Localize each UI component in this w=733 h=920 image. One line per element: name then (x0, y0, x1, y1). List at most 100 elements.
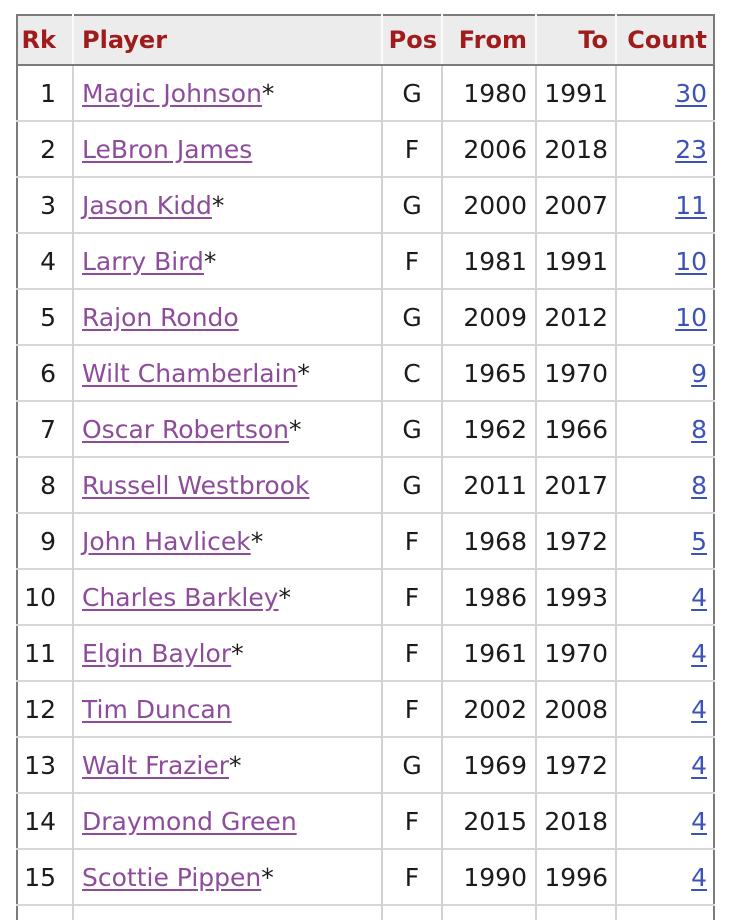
from-year-cell: 1961 (441, 624, 536, 681)
hof-asterisk: * (297, 358, 310, 388)
player-link[interactable]: Rajon Rondo (82, 302, 239, 332)
count-link[interactable]: 4 (691, 806, 707, 836)
column-header-pos[interactable]: Pos (381, 15, 442, 66)
player-link[interactable]: Walt Frazier (82, 750, 230, 780)
count-link[interactable]: 4 (691, 694, 707, 724)
player-link[interactable]: LeBron James (82, 134, 253, 164)
player-link[interactable]: Scottie Pippen (82, 862, 262, 892)
player-cell: John Havlicek* (72, 512, 382, 569)
table-row: 15 Scottie Pippen* F 1990 1996 4 (17, 848, 714, 905)
player-link[interactable]: Jason Kidd (82, 190, 212, 220)
table-row: 11 Elgin Baylor* F 1961 1970 4 (17, 624, 714, 681)
table-row: 9 John Havlicek* F 1968 1972 5 (17, 512, 714, 569)
table-row: 5 Rajon Rondo G 2009 2012 10 (17, 288, 714, 345)
player-link[interactable]: Elgin Baylor (82, 638, 232, 668)
count-link[interactable]: 5 (691, 526, 707, 556)
partial-cell (441, 904, 536, 920)
count-link[interactable]: 9 (691, 358, 707, 388)
player-cell: Wilt Chamberlain* (72, 344, 382, 401)
player-link[interactable]: Tim Duncan (82, 694, 232, 724)
rank-cell: 2 (17, 120, 73, 177)
count-cell: 5 (615, 512, 714, 569)
count-cell: 23 (615, 120, 714, 177)
rank-cell: 4 (17, 232, 73, 289)
player-link[interactable]: Larry Bird (82, 246, 204, 276)
table-row: 10 Charles Barkley* F 1986 1993 4 (17, 568, 714, 625)
rank-cell: 14 (17, 792, 73, 849)
count-link[interactable]: 4 (691, 638, 707, 668)
count-cell: 8 (615, 456, 714, 513)
position-cell: G (381, 736, 442, 793)
player-cell: Magic Johnson* (72, 65, 382, 121)
player-link[interactable]: Draymond Green (82, 806, 297, 836)
player-cell: Draymond Green (72, 792, 382, 849)
from-year-cell: 1990 (441, 848, 536, 905)
position-cell: F (381, 792, 442, 849)
count-link[interactable]: 23 (675, 134, 707, 164)
count-link[interactable]: 8 (691, 414, 707, 444)
count-link[interactable]: 4 (691, 862, 707, 892)
column-header-from[interactable]: From (441, 15, 536, 66)
to-year-cell: 1991 (535, 65, 616, 121)
table-row: 3 Jason Kidd* G 2000 2007 11 (17, 176, 714, 233)
to-year-cell: 1972 (535, 736, 616, 793)
rank-cell: 11 (17, 624, 73, 681)
player-cell: Tim Duncan (72, 680, 382, 737)
player-cell: Charles Barkley* (72, 568, 382, 625)
hof-asterisk: * (203, 246, 217, 276)
position-cell: G (381, 65, 442, 121)
position-cell: G (381, 288, 442, 345)
rank-cell: 6 (17, 344, 73, 401)
position-cell: F (381, 568, 442, 625)
count-cell: 30 (615, 65, 714, 121)
player-link[interactable]: Russell Westbrook (82, 470, 310, 500)
table-row: 13 Walt Frazier* G 1969 1972 4 (17, 736, 714, 793)
to-year-cell: 1972 (535, 512, 616, 569)
count-link[interactable]: 30 (675, 78, 707, 108)
rank-cell: 10 (17, 568, 73, 625)
count-link[interactable]: 10 (675, 302, 707, 332)
column-header-to[interactable]: To (535, 15, 616, 66)
table-row: 2 LeBron James F 2006 2018 23 (17, 120, 714, 177)
partial-cell (381, 904, 442, 920)
count-link[interactable]: 10 (675, 246, 707, 276)
table-row: 12 Tim Duncan F 2002 2008 4 (17, 680, 714, 737)
position-cell: F (381, 232, 442, 289)
rank-cell: 5 (17, 288, 73, 345)
player-link[interactable]: John Havlicek (82, 526, 251, 556)
count-cell: 4 (615, 736, 714, 793)
from-year-cell: 1969 (441, 736, 536, 793)
player-cell: Russell Westbrook (72, 456, 382, 513)
count-link[interactable]: 8 (691, 470, 707, 500)
from-year-cell: 1980 (441, 65, 536, 121)
leaders-table: Rk Player Pos From To Count 1 Magic John… (16, 14, 715, 920)
rank-cell: 15 (17, 848, 73, 905)
from-year-cell: 1968 (441, 512, 536, 569)
count-cell: 4 (615, 848, 714, 905)
column-header-count[interactable]: Count (615, 15, 714, 66)
rank-cell: 13 (17, 736, 73, 793)
player-link[interactable]: Oscar Robertson (82, 414, 290, 444)
player-cell: Larry Bird* (72, 232, 382, 289)
hof-asterisk: * (211, 190, 225, 220)
count-link[interactable]: 11 (675, 190, 707, 220)
header-row: Rk Player Pos From To Count (17, 15, 714, 66)
from-year-cell: 2002 (441, 680, 536, 737)
column-header-rk[interactable]: Rk (17, 15, 73, 66)
rank-cell: 3 (17, 176, 73, 233)
player-link[interactable]: Wilt Chamberlain (82, 358, 298, 388)
count-link[interactable]: 4 (691, 582, 707, 612)
count-link[interactable]: 4 (691, 750, 707, 780)
column-header-player[interactable]: Player (72, 15, 382, 66)
player-link[interactable]: Charles Barkley (82, 582, 279, 612)
table-row: 7 Oscar Robertson* G 1962 1966 8 (17, 400, 714, 457)
from-year-cell: 2006 (441, 120, 536, 177)
player-link[interactable]: Magic Johnson (82, 78, 262, 108)
partial-cell (615, 904, 714, 920)
from-year-cell: 2015 (441, 792, 536, 849)
to-year-cell: 2017 (535, 456, 616, 513)
rank-cell: 7 (17, 400, 73, 457)
to-year-cell: 2007 (535, 176, 616, 233)
from-year-cell: 1962 (441, 400, 536, 457)
